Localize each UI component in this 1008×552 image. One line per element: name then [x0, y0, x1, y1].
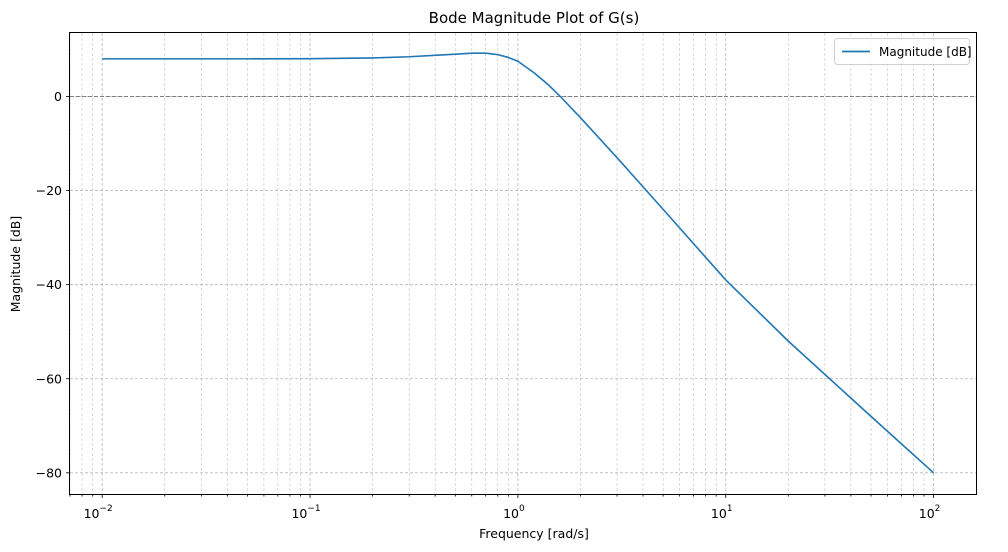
grid-layer	[69, 33, 976, 498]
x-tick-label: 10−2	[84, 504, 113, 521]
y-tick-label: −60	[36, 371, 62, 386]
x-tick-exponent: 0	[519, 504, 525, 514]
x-tick-exponent: 1	[727, 504, 733, 514]
x-tick-exponent: 2	[935, 504, 941, 514]
x-tick-base: 10	[503, 506, 519, 521]
legend: Magnitude [dB]	[834, 38, 972, 65]
legend-label: Magnitude [dB]	[879, 45, 972, 59]
legend-box	[834, 38, 970, 65]
series-layer	[102, 52, 935, 474]
x-axis-label: Frequency [rad/s]	[479, 526, 589, 541]
series-line-magnitude	[102, 52, 935, 474]
x-tick-base: 10	[919, 506, 935, 521]
x-tick-base: 10	[84, 506, 100, 521]
y-tick-label: 0	[54, 89, 62, 104]
x-tick-exponent: −2	[100, 504, 113, 514]
x-tick-base: 10	[291, 506, 307, 521]
y-axis-label: Magnitude [dB]	[8, 216, 23, 312]
y-tick-label: −20	[36, 183, 62, 198]
x-tick-label: 102	[919, 504, 941, 521]
x-tick-label: 100	[503, 504, 525, 521]
x-tick-label: 10−1	[291, 504, 320, 521]
x-tick-label: 101	[711, 504, 733, 521]
y-tick-label: −40	[36, 277, 62, 292]
x-axis-ticks: 10−2 10−1 100 101 102	[84, 504, 941, 521]
y-axis-ticks: 0 −20 −40 −60 −80	[36, 89, 70, 480]
x-tick-exponent: −1	[307, 504, 320, 514]
y-tick-label: −80	[36, 465, 62, 480]
chart-title: Bode Magnitude Plot of G(s)	[429, 9, 640, 27]
x-tick-base: 10	[711, 506, 727, 521]
plot-frame	[69, 32, 977, 495]
